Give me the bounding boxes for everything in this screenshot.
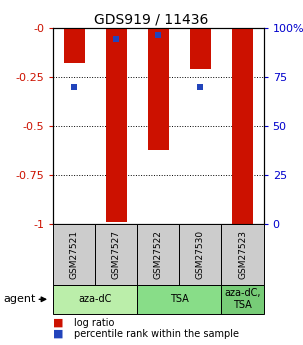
Text: GSM27527: GSM27527 [112, 230, 121, 279]
Bar [179, 224, 221, 285]
Text: log ratio: log ratio [74, 318, 115, 327]
Bar [53, 285, 137, 314]
Point [156, 33, 161, 38]
Text: GSM27523: GSM27523 [238, 230, 247, 279]
Text: ■: ■ [53, 329, 64, 339]
Text: ■: ■ [53, 318, 64, 327]
Bar [53, 224, 95, 285]
Text: percentile rank within the sample: percentile rank within the sample [74, 329, 239, 339]
Text: GSM27530: GSM27530 [196, 230, 205, 279]
Point [72, 84, 76, 89]
Text: GSM27522: GSM27522 [154, 230, 163, 279]
Text: aza-dC: aza-dC [78, 294, 112, 304]
Bar [221, 285, 264, 314]
Bar [137, 224, 179, 285]
Bar [106, 28, 127, 222]
Bar [221, 224, 264, 285]
Text: agent: agent [3, 294, 35, 304]
Text: aza-dC,
TSA: aza-dC, TSA [224, 288, 261, 310]
Text: GDS919 / 11436: GDS919 / 11436 [94, 12, 209, 26]
Point [198, 84, 203, 89]
Bar [95, 224, 137, 285]
Bar [190, 28, 211, 69]
Bar [137, 285, 221, 314]
Bar [64, 28, 85, 63]
Text: GSM27521: GSM27521 [70, 230, 78, 279]
Bar [232, 28, 253, 224]
Point [114, 37, 119, 42]
Text: TSA: TSA [170, 294, 189, 304]
Bar [148, 28, 169, 149]
